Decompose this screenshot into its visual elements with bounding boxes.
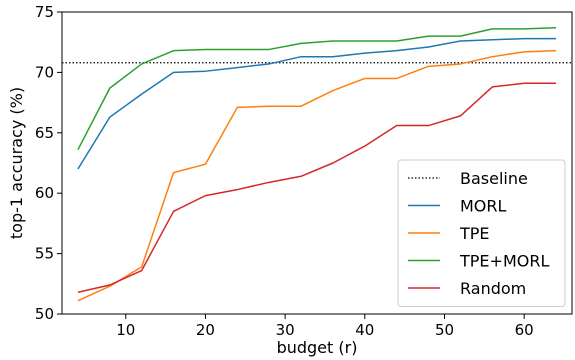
legend-label-morl: MORL: [460, 197, 507, 216]
plot-area: [61, 11, 573, 315]
y-tick-label: 75: [35, 3, 54, 21]
y-tick-label: 70: [35, 63, 54, 81]
x-tick-label: 40: [355, 321, 374, 339]
y-tick-label: 65: [35, 124, 54, 142]
x-tick-label: 50: [435, 321, 454, 339]
legend: Baseline MORL TPE TPE+MORL Random: [397, 159, 566, 307]
series-layer: [77, 26, 557, 302]
series-line-random: [77, 82, 557, 293]
series-line-tpe-morl: [77, 26, 557, 151]
x-tick-label: 10: [116, 321, 135, 339]
y-tick-label: 50: [35, 305, 54, 323]
series-line-morl: [77, 37, 557, 170]
x-tick-label: 20: [196, 321, 215, 339]
plot-frame: [61, 11, 573, 315]
y-tick-label: 55: [35, 245, 54, 263]
legend-box: [397, 159, 566, 307]
x-tick-label: 60: [515, 321, 534, 339]
x-axis-label: budget (r): [277, 338, 358, 357]
legend-label-baseline: Baseline: [460, 169, 528, 188]
x-tick-label: 30: [276, 321, 295, 339]
legend-label-tpe: TPE: [459, 224, 490, 243]
legend-label-tpe-morl: TPE+MORL: [459, 252, 549, 271]
y-axis-ticks: 50 55 60 65 70 75: [35, 3, 62, 323]
y-axis-label: top-1 accuracy (%): [7, 87, 26, 239]
x-axis-ticks: 10 20 30 40 50 60: [116, 314, 534, 339]
legend-label-random: Random: [460, 279, 526, 298]
y-tick-label: 60: [35, 184, 54, 202]
series-line-tpe: [77, 49, 557, 302]
